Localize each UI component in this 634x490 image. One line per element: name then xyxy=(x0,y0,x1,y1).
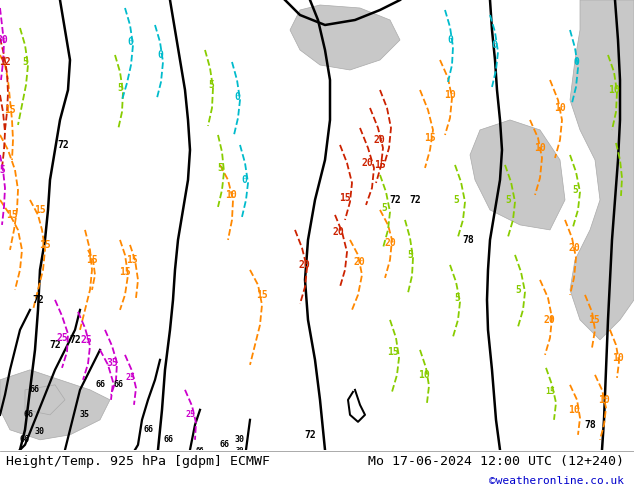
Text: 25: 25 xyxy=(56,333,68,343)
Text: 15: 15 xyxy=(588,315,600,325)
Text: 72: 72 xyxy=(69,335,81,345)
Text: 0: 0 xyxy=(241,175,247,185)
Text: 10: 10 xyxy=(568,405,580,415)
Text: 5: 5 xyxy=(407,250,413,260)
Text: 25: 25 xyxy=(80,335,92,345)
Text: 15: 15 xyxy=(86,255,98,265)
Text: ©weatheronline.co.uk: ©weatheronline.co.uk xyxy=(489,476,624,486)
Text: 66: 66 xyxy=(23,410,33,419)
Text: 15: 15 xyxy=(4,105,16,115)
Text: 5: 5 xyxy=(217,163,223,173)
Text: 5: 5 xyxy=(22,57,28,67)
Text: 5: 5 xyxy=(572,185,578,195)
Text: 66: 66 xyxy=(30,385,40,394)
Text: 0: 0 xyxy=(234,92,240,102)
Text: 10: 10 xyxy=(608,85,620,95)
Text: 10: 10 xyxy=(418,370,430,380)
Text: 10: 10 xyxy=(612,353,624,363)
Text: 25: 25 xyxy=(0,165,6,175)
Text: 15: 15 xyxy=(424,133,436,143)
Text: 5: 5 xyxy=(453,195,459,205)
Text: Mo 17-06-2024 12:00 UTC (12+240): Mo 17-06-2024 12:00 UTC (12+240) xyxy=(368,455,624,467)
Text: 66: 66 xyxy=(220,441,230,449)
Text: 5: 5 xyxy=(454,293,460,303)
Text: 72: 72 xyxy=(32,295,44,305)
Text: 30: 30 xyxy=(35,427,45,436)
Text: 20: 20 xyxy=(332,227,344,237)
Text: 15: 15 xyxy=(387,347,399,357)
Text: 25: 25 xyxy=(185,410,195,419)
Text: 5: 5 xyxy=(381,203,387,213)
Text: 35: 35 xyxy=(80,410,90,419)
Text: 72: 72 xyxy=(57,140,69,150)
Text: 10: 10 xyxy=(598,395,610,405)
Text: 5: 5 xyxy=(505,195,511,205)
Text: 10: 10 xyxy=(554,103,566,113)
Text: 35: 35 xyxy=(106,358,118,368)
Text: 15: 15 xyxy=(339,193,351,203)
Text: 72: 72 xyxy=(49,340,61,350)
Text: 78: 78 xyxy=(462,235,474,245)
Text: 30: 30 xyxy=(235,435,245,444)
Text: 10: 10 xyxy=(444,90,456,100)
Text: 0: 0 xyxy=(127,37,133,47)
Text: 30: 30 xyxy=(0,35,8,45)
Text: 72: 72 xyxy=(389,195,401,205)
Text: 78: 78 xyxy=(584,420,596,430)
Text: 20: 20 xyxy=(361,158,373,168)
Text: 5: 5 xyxy=(208,80,214,90)
Text: 15: 15 xyxy=(256,290,268,300)
Text: 15: 15 xyxy=(39,240,51,250)
Text: 66: 66 xyxy=(163,435,173,444)
Polygon shape xyxy=(0,370,110,440)
Text: 20: 20 xyxy=(373,135,385,145)
Text: 66: 66 xyxy=(196,447,204,453)
Text: 30: 30 xyxy=(236,447,244,453)
Text: 0: 0 xyxy=(573,57,579,67)
Text: 15: 15 xyxy=(126,255,138,265)
Text: 20: 20 xyxy=(543,315,555,325)
Text: 20: 20 xyxy=(568,243,580,253)
Text: Height/Temp. 925 hPa [gdpm] ECMWF: Height/Temp. 925 hPa [gdpm] ECMWF xyxy=(6,455,270,468)
Text: 66: 66 xyxy=(113,380,123,390)
Text: 0: 0 xyxy=(447,35,453,45)
Text: 20: 20 xyxy=(353,257,365,267)
Text: 15: 15 xyxy=(545,387,555,396)
Text: 25: 25 xyxy=(125,373,135,382)
Text: 20: 20 xyxy=(298,260,310,270)
Polygon shape xyxy=(290,5,400,70)
Text: 72: 72 xyxy=(409,195,421,205)
Text: 0: 0 xyxy=(157,50,163,60)
Text: 0: 0 xyxy=(491,40,497,50)
Text: 66: 66 xyxy=(20,435,30,444)
Text: 5: 5 xyxy=(117,83,123,93)
Polygon shape xyxy=(25,385,65,415)
Text: 72: 72 xyxy=(304,430,316,440)
Text: 15: 15 xyxy=(6,210,18,220)
Polygon shape xyxy=(470,120,565,230)
Text: 10: 10 xyxy=(534,143,546,153)
Text: 15: 15 xyxy=(119,267,131,277)
Text: 15: 15 xyxy=(34,205,46,215)
Text: 15: 15 xyxy=(374,160,386,170)
Text: 20: 20 xyxy=(384,238,396,248)
Text: 66: 66 xyxy=(95,380,105,390)
Text: 12: 12 xyxy=(0,57,11,67)
Text: 66: 66 xyxy=(143,425,153,434)
Polygon shape xyxy=(570,0,634,340)
Text: 10: 10 xyxy=(225,190,237,200)
Text: 5: 5 xyxy=(515,285,521,295)
